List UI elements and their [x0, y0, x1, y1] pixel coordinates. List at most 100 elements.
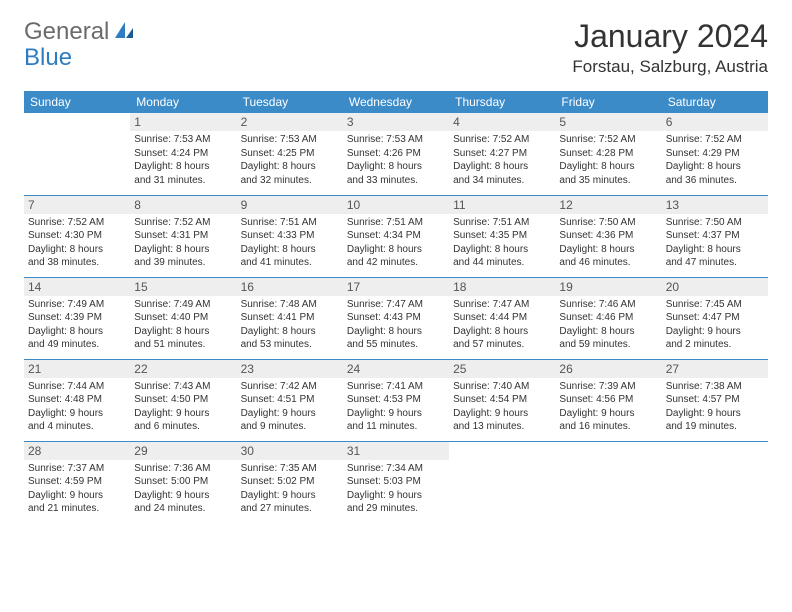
logo: General [24, 18, 137, 46]
cell-line: and 53 minutes. [241, 338, 339, 352]
cell-line: Sunset: 4:50 PM [134, 393, 232, 407]
day-number: 6 [662, 113, 768, 131]
day-header: Thursday [449, 91, 555, 113]
cell-line: Sunset: 4:56 PM [559, 393, 657, 407]
day-number: 4 [449, 113, 555, 131]
cell-line: Sunrise: 7:43 AM [134, 380, 232, 394]
cell-line: and 4 minutes. [28, 420, 126, 434]
cell-line: Daylight: 8 hours [347, 325, 445, 339]
cell-line: and 24 minutes. [134, 502, 232, 516]
cell-line: and 36 minutes. [666, 174, 764, 188]
day-header: Sunday [24, 91, 130, 113]
day-header: Wednesday [343, 91, 449, 113]
cell-line: Sunrise: 7:51 AM [347, 216, 445, 230]
day-cell: 18Sunrise: 7:47 AMSunset: 4:44 PMDayligh… [449, 277, 555, 359]
cell-line: Sunset: 5:00 PM [134, 475, 232, 489]
cell-line: Sunset: 4:33 PM [241, 229, 339, 243]
cell-line: and 2 minutes. [666, 338, 764, 352]
cell-line: Sunrise: 7:52 AM [559, 133, 657, 147]
day-cell: 28Sunrise: 7:37 AMSunset: 4:59 PMDayligh… [24, 441, 130, 523]
day-number: 23 [237, 360, 343, 378]
day-cell: 31Sunrise: 7:34 AMSunset: 5:03 PMDayligh… [343, 441, 449, 523]
cell-line: Sunrise: 7:49 AM [134, 298, 232, 312]
cell-line: Daylight: 9 hours [347, 407, 445, 421]
day-number: 13 [662, 196, 768, 214]
day-number: 26 [555, 360, 661, 378]
day-number: 19 [555, 278, 661, 296]
day-number: 1 [130, 113, 236, 131]
day-number: 2 [237, 113, 343, 131]
cell-line: Sunrise: 7:50 AM [559, 216, 657, 230]
cell-line: and 33 minutes. [347, 174, 445, 188]
cell-line: Daylight: 9 hours [559, 407, 657, 421]
cell-line: and 31 minutes. [134, 174, 232, 188]
day-header: Monday [130, 91, 236, 113]
cell-line: Daylight: 8 hours [453, 325, 551, 339]
day-number: 3 [343, 113, 449, 131]
cell-line: Daylight: 8 hours [559, 243, 657, 257]
day-header: Saturday [662, 91, 768, 113]
cell-line: Sunset: 4:44 PM [453, 311, 551, 325]
cell-line: Sunset: 4:26 PM [347, 147, 445, 161]
cell-line: Sunrise: 7:45 AM [666, 298, 764, 312]
cell-line: Sunset: 4:43 PM [347, 311, 445, 325]
day-header: Friday [555, 91, 661, 113]
day-cell: 9Sunrise: 7:51 AMSunset: 4:33 PMDaylight… [237, 195, 343, 277]
cell-line: and 41 minutes. [241, 256, 339, 270]
cell-line: Daylight: 9 hours [134, 407, 232, 421]
day-cell: 22Sunrise: 7:43 AMSunset: 4:50 PMDayligh… [130, 359, 236, 441]
day-number: 14 [24, 278, 130, 296]
day-cell: 4Sunrise: 7:52 AMSunset: 4:27 PMDaylight… [449, 113, 555, 195]
day-cell: 2Sunrise: 7:53 AMSunset: 4:25 PMDaylight… [237, 113, 343, 195]
cell-line: Sunrise: 7:41 AM [347, 380, 445, 394]
cell-line: Sunset: 4:57 PM [666, 393, 764, 407]
cell-line: Daylight: 9 hours [666, 407, 764, 421]
cell-line: Sunset: 5:02 PM [241, 475, 339, 489]
cell-line: Daylight: 9 hours [453, 407, 551, 421]
cell-line: Daylight: 8 hours [241, 325, 339, 339]
cell-line: and 49 minutes. [28, 338, 126, 352]
cell-line: Sunrise: 7:36 AM [134, 462, 232, 476]
cell-line: and 47 minutes. [666, 256, 764, 270]
day-cell [24, 113, 130, 195]
cell-line: Sunset: 5:03 PM [347, 475, 445, 489]
day-number: 10 [343, 196, 449, 214]
day-number: 20 [662, 278, 768, 296]
day-number: 8 [130, 196, 236, 214]
cell-line: and 55 minutes. [347, 338, 445, 352]
cell-line: Daylight: 8 hours [666, 160, 764, 174]
cell-line: Sunrise: 7:47 AM [453, 298, 551, 312]
cell-line: Sunrise: 7:49 AM [28, 298, 126, 312]
day-cell: 3Sunrise: 7:53 AMSunset: 4:26 PMDaylight… [343, 113, 449, 195]
cell-line: Sunrise: 7:37 AM [28, 462, 126, 476]
day-number: 5 [555, 113, 661, 131]
day-cell: 21Sunrise: 7:44 AMSunset: 4:48 PMDayligh… [24, 359, 130, 441]
cell-line: and 21 minutes. [28, 502, 126, 516]
cell-line: Sunset: 4:27 PM [453, 147, 551, 161]
cell-line: Sunrise: 7:42 AM [241, 380, 339, 394]
cell-line: and 39 minutes. [134, 256, 232, 270]
day-cell: 1Sunrise: 7:53 AMSunset: 4:24 PMDaylight… [130, 113, 236, 195]
cell-line: and 11 minutes. [347, 420, 445, 434]
day-number: 16 [237, 278, 343, 296]
week-row: 7Sunrise: 7:52 AMSunset: 4:30 PMDaylight… [24, 195, 768, 277]
location: Forstau, Salzburg, Austria [572, 57, 768, 77]
cell-line: Sunrise: 7:47 AM [347, 298, 445, 312]
week-row: 28Sunrise: 7:37 AMSunset: 4:59 PMDayligh… [24, 441, 768, 523]
cell-line: Sunrise: 7:51 AM [241, 216, 339, 230]
day-cell: 14Sunrise: 7:49 AMSunset: 4:39 PMDayligh… [24, 277, 130, 359]
cell-line: Sunset: 4:36 PM [559, 229, 657, 243]
cell-line: and 46 minutes. [559, 256, 657, 270]
cell-line: Sunrise: 7:34 AM [347, 462, 445, 476]
week-row: 21Sunrise: 7:44 AMSunset: 4:48 PMDayligh… [24, 359, 768, 441]
cell-line: Daylight: 9 hours [241, 407, 339, 421]
cell-line: Sunrise: 7:48 AM [241, 298, 339, 312]
cell-line: Sunrise: 7:52 AM [134, 216, 232, 230]
cell-line: Sunset: 4:24 PM [134, 147, 232, 161]
cell-line: and 16 minutes. [559, 420, 657, 434]
day-cell: 23Sunrise: 7:42 AMSunset: 4:51 PMDayligh… [237, 359, 343, 441]
cell-line: Daylight: 8 hours [559, 160, 657, 174]
cell-line: Daylight: 9 hours [241, 489, 339, 503]
month-title: January 2024 [572, 18, 768, 55]
day-number: 31 [343, 442, 449, 460]
